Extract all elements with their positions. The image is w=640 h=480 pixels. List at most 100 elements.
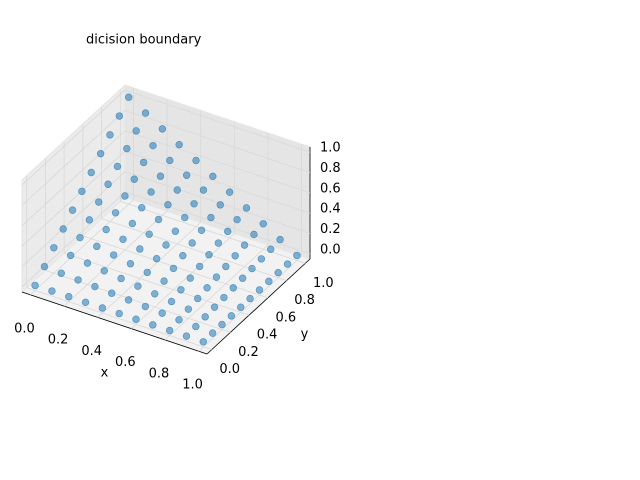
point (231, 252, 239, 260)
grid-line (124, 89, 311, 153)
point (205, 251, 213, 259)
point (222, 262, 230, 271)
grid-line (26, 287, 212, 351)
grid-line (21, 191, 126, 288)
point (124, 296, 133, 304)
y-axis-line (206, 258, 311, 355)
z-tick-label: 0.8 (320, 161, 341, 176)
point (167, 297, 176, 306)
point (199, 186, 208, 194)
labels: 0.0 0.2 0.4 0.6 0.8 1.0 0.0 0.2 0.4 0.6 0.8 1.0 0.0 0… (14, 141, 341, 393)
z-tick-label: 0.2 (320, 222, 341, 237)
point (182, 332, 191, 340)
point (160, 277, 168, 285)
x-tick-label: 1.0 (182, 378, 203, 393)
point (199, 338, 207, 346)
point (283, 260, 292, 268)
point (165, 326, 174, 335)
point (186, 274, 194, 282)
grid-line (64, 252, 250, 316)
x-tick-label: 0.4 (81, 344, 102, 359)
z-tick-label: 0.4 (320, 202, 341, 217)
point (194, 294, 202, 303)
point (76, 233, 84, 242)
z-tick-label: 1.0 (320, 141, 341, 156)
point (218, 320, 226, 329)
point (111, 209, 120, 217)
point (175, 316, 183, 324)
point (91, 282, 99, 291)
y-tick-label: 0.0 (219, 362, 240, 377)
point (197, 226, 206, 234)
point (93, 242, 101, 251)
point (225, 188, 234, 196)
grid-line (164, 244, 269, 341)
point (175, 140, 183, 149)
point (85, 216, 94, 224)
point (139, 158, 148, 167)
grid-line (21, 89, 126, 186)
point (57, 269, 65, 277)
point (248, 264, 256, 273)
point (113, 162, 122, 171)
point (195, 262, 204, 271)
point (74, 276, 82, 284)
point (192, 156, 200, 165)
point (151, 290, 159, 298)
point (138, 204, 146, 212)
point (136, 245, 144, 253)
point (149, 321, 157, 329)
point (171, 227, 180, 235)
point (48, 287, 56, 295)
point (237, 303, 245, 311)
grid-line (124, 130, 311, 194)
point (201, 313, 209, 321)
point (210, 303, 219, 311)
point (100, 267, 108, 275)
point (121, 192, 129, 200)
point (31, 281, 39, 290)
point (132, 315, 140, 323)
point (240, 241, 249, 249)
point (162, 241, 170, 249)
point (293, 251, 301, 260)
grid-line (124, 191, 311, 255)
point (166, 156, 174, 165)
grid-line (120, 200, 306, 264)
point (119, 235, 127, 243)
point (238, 274, 247, 282)
point (212, 273, 221, 281)
point (274, 268, 282, 277)
point (115, 112, 124, 120)
point (156, 172, 165, 180)
point (50, 244, 58, 252)
z-tick-label: 0.0 (320, 242, 341, 257)
point (87, 168, 95, 177)
point (227, 312, 236, 320)
point (65, 292, 73, 301)
point (216, 201, 224, 209)
point (102, 225, 110, 234)
point (250, 230, 258, 239)
point (98, 304, 107, 312)
y-tick-label: 0.2 (238, 345, 259, 360)
point (233, 215, 241, 224)
point (265, 277, 273, 286)
grid-line (124, 110, 311, 173)
point (83, 259, 92, 267)
grid-line (21, 130, 126, 227)
point (164, 201, 172, 209)
point (66, 251, 75, 260)
y-tick-label: 1.0 (313, 276, 334, 291)
x-tick-label: 0.2 (48, 333, 69, 348)
point (255, 286, 264, 294)
y-tick-label: 0.8 (294, 293, 315, 308)
point (242, 204, 251, 212)
point (179, 251, 187, 260)
point (203, 284, 211, 292)
point (109, 251, 118, 259)
point (190, 200, 198, 208)
point (224, 227, 232, 236)
y-axis-label: y (301, 327, 309, 342)
point (132, 127, 140, 135)
